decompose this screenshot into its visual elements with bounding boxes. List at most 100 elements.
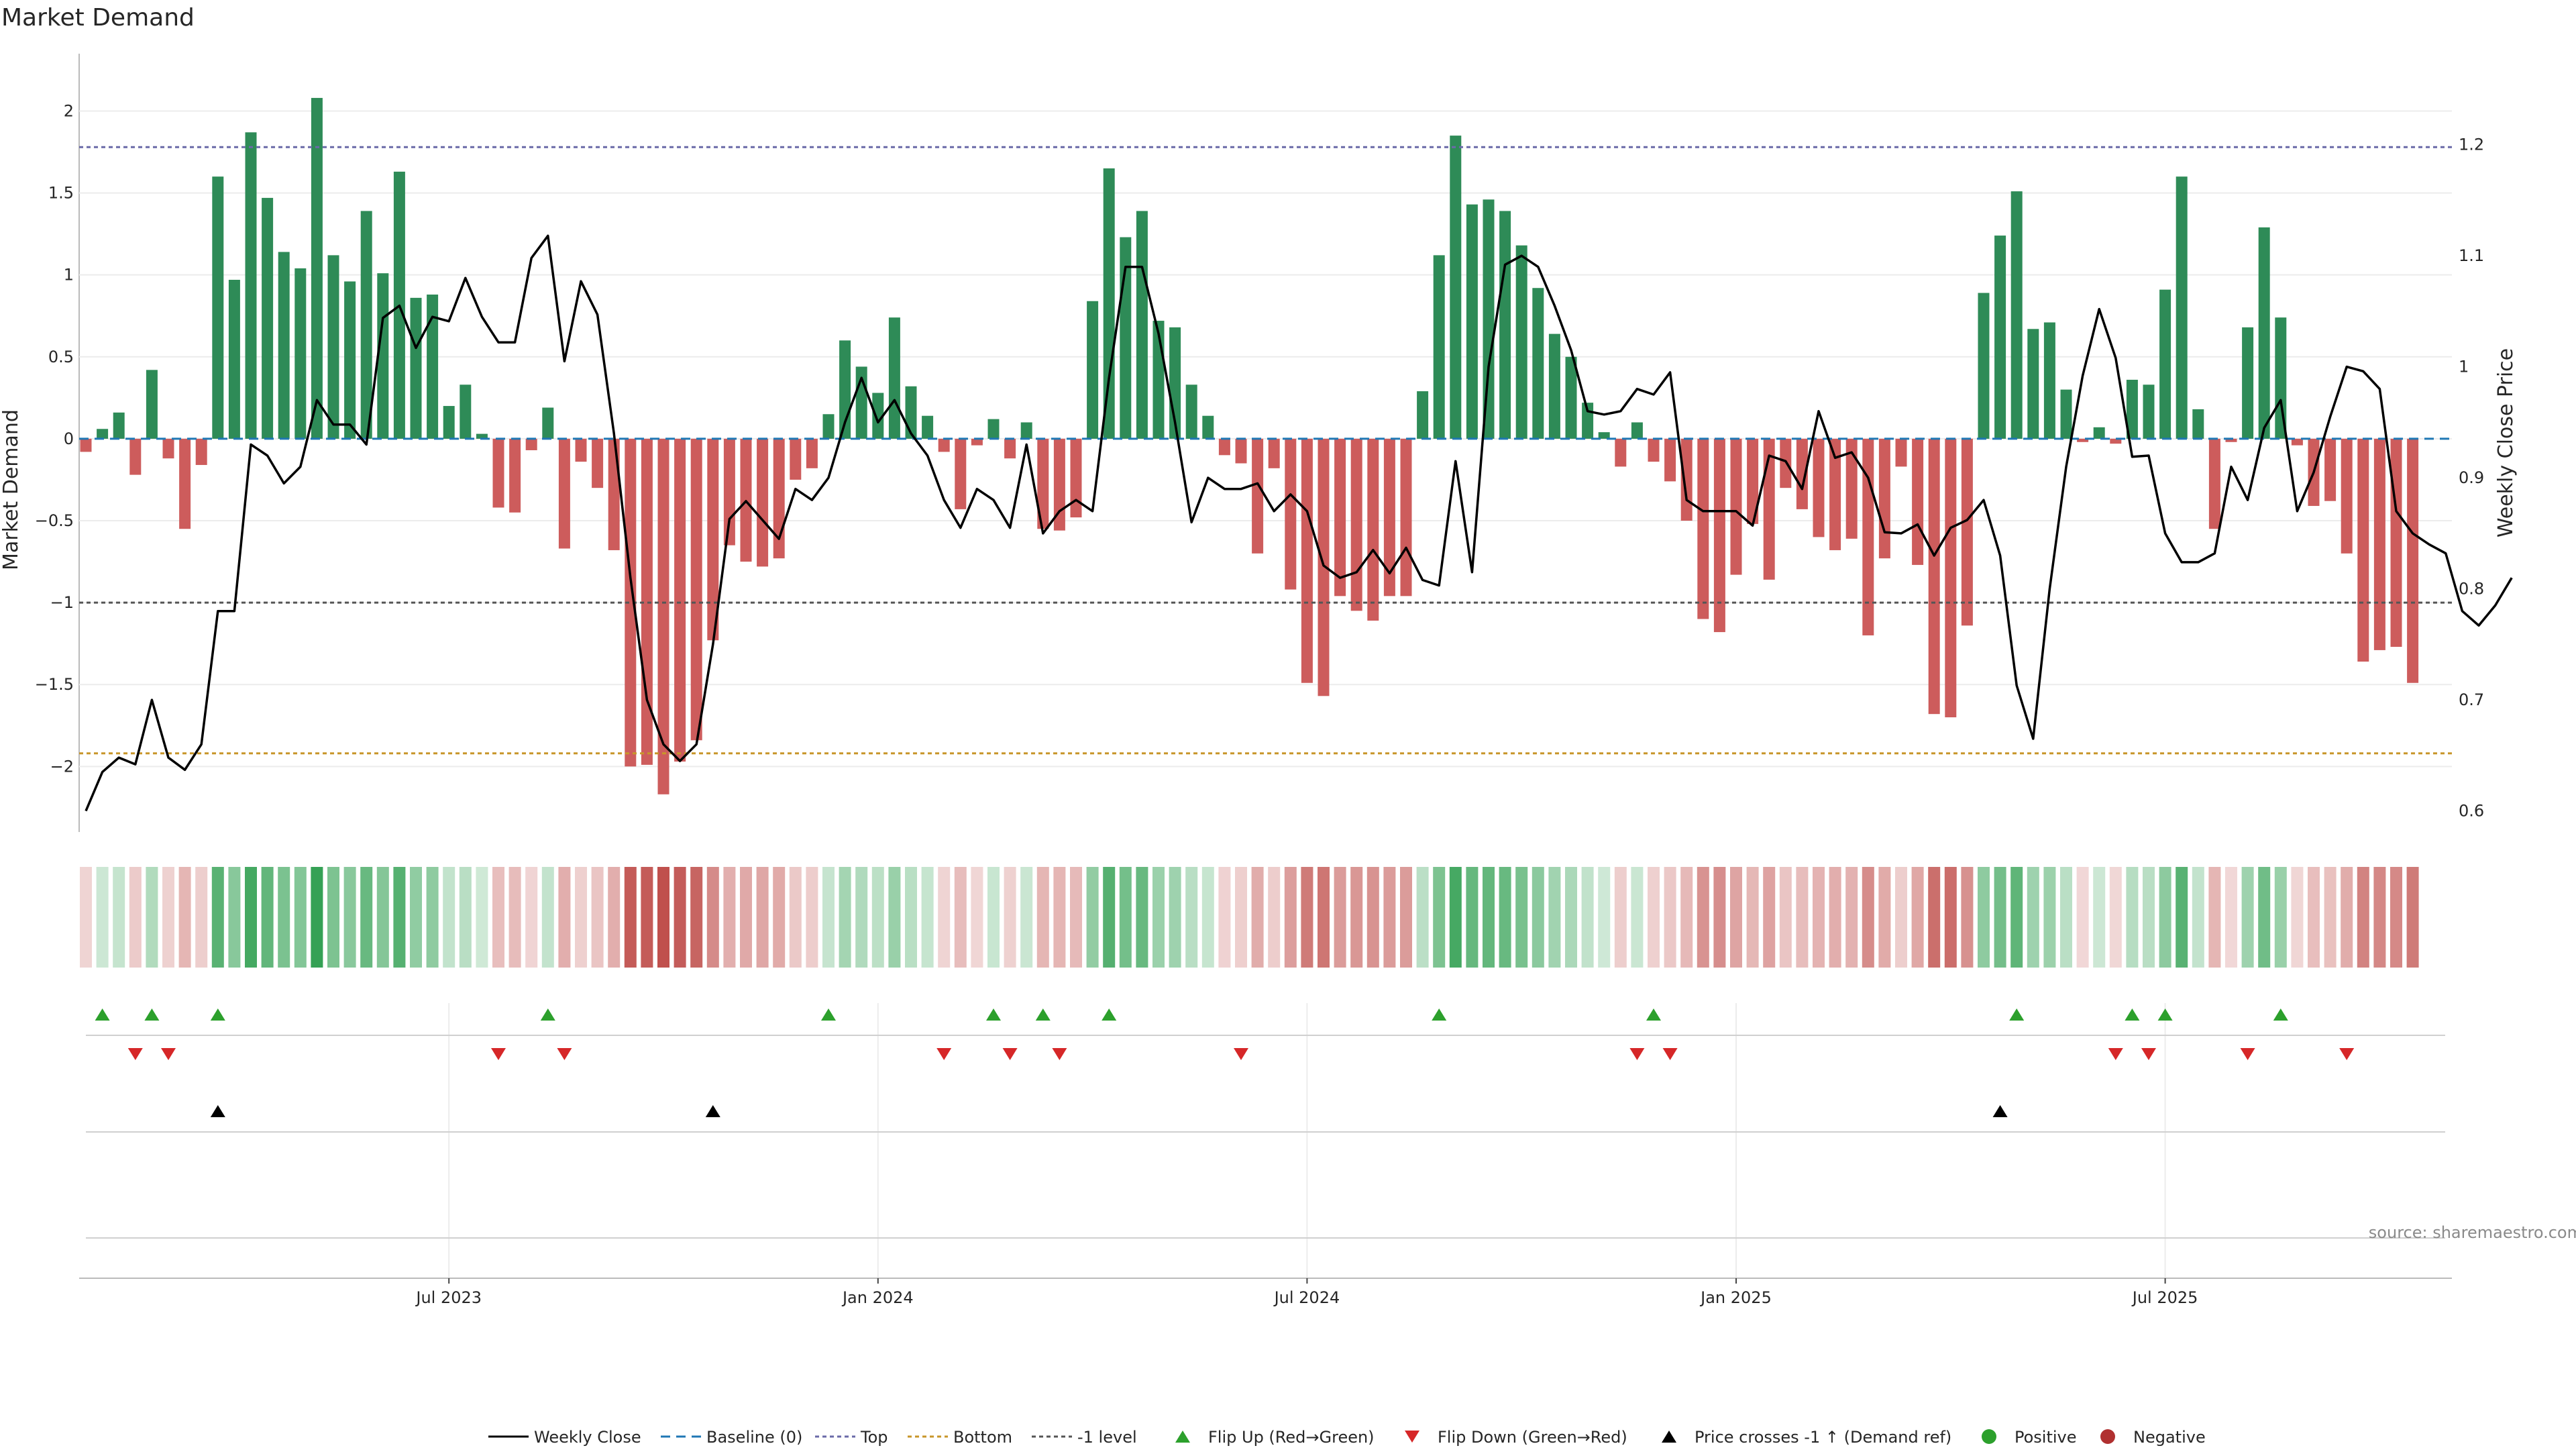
x-tick-label: Jul 2025	[2131, 1288, 2198, 1307]
demand-bar-positive	[2126, 379, 2138, 439]
heat-cell-positive	[2159, 867, 2171, 968]
demand-bar-positive	[245, 132, 257, 439]
demand-bar-positive	[1185, 384, 1197, 439]
demand-bar-negative	[1862, 438, 1874, 635]
legend-label: Price crosses -1 ↑ (Demand ref)	[1695, 1428, 1951, 1447]
flip-down-marker	[2240, 1048, 2255, 1060]
demand-bar-positive	[2143, 384, 2155, 439]
heat-cell-positive	[1466, 867, 1479, 968]
demand-bar-negative	[1301, 438, 1313, 683]
flip-up-marker	[144, 1008, 160, 1021]
heat-cell-positive	[393, 867, 406, 968]
demand-bar-negative	[129, 438, 142, 475]
heat-cell-negative	[1235, 867, 1247, 968]
demand-bar-positive	[2192, 409, 2204, 439]
demand-bar-negative	[625, 438, 637, 767]
heat-cell-negative	[1334, 867, 1346, 968]
demand-bar-negative	[955, 438, 967, 509]
heat-cell-negative	[1895, 867, 1907, 968]
x-tick-label: Jan 2025	[1699, 1288, 1772, 1307]
heat-cell-positive	[1598, 867, 1611, 968]
flip-up-marker	[1035, 1008, 1051, 1021]
demand-bar-negative	[1664, 438, 1676, 482]
demand-bar-negative	[1383, 438, 1395, 597]
heat-cell-positive	[1994, 867, 2006, 968]
demand-bar-negative	[1285, 438, 1297, 590]
heat-cell-negative	[773, 867, 786, 968]
legend-label: Negative	[2133, 1428, 2206, 1447]
demand-bar-negative	[2341, 438, 2353, 554]
heat-cell-negative	[624, 867, 637, 968]
heat-cell-negative	[129, 867, 142, 968]
demand-bar-positive	[1202, 415, 1214, 439]
demand-bar-positive	[476, 433, 488, 439]
demand-bar-negative	[2407, 438, 2419, 683]
demand-bar-positive	[1532, 288, 1544, 439]
heat-cell-positive	[327, 867, 339, 968]
heat-cell-positive	[343, 867, 356, 968]
heat-cell-negative	[1284, 867, 1297, 968]
heat-cell-positive	[1499, 867, 1511, 968]
demand-bar-negative	[806, 438, 818, 468]
demand-bar-negative	[723, 438, 735, 546]
demand-bar-positive	[1466, 204, 1478, 439]
y-tick-label: 2	[64, 101, 74, 120]
heat-cell-negative	[2390, 867, 2402, 968]
demand-bar-negative	[1945, 438, 1957, 718]
demand-bar-negative	[1680, 438, 1693, 521]
heat-cell-positive	[2192, 867, 2204, 968]
legend-triangle-down-swatch	[1405, 1431, 1419, 1443]
heat-cell-positive	[476, 867, 488, 968]
heat-cell-positive	[1433, 867, 1446, 968]
flip-down-marker	[1662, 1048, 1678, 1060]
heat-cell-negative	[657, 867, 669, 968]
demand-bar-positive	[1433, 255, 1445, 439]
y2-tick-label: 1	[2459, 358, 2469, 376]
legend-triangle-up-swatch	[1662, 1431, 1676, 1443]
demand-bar-negative	[1053, 438, 1065, 531]
flip-down-marker	[1052, 1048, 1067, 1060]
heat-cell-positive	[1119, 867, 1132, 968]
flip-down-marker	[1234, 1048, 1248, 1060]
demand-bar-negative	[2357, 438, 2369, 662]
heat-cell-negative	[1746, 867, 1759, 968]
y-tick-label: −0.5	[35, 511, 74, 530]
y-tick-label: 1	[64, 266, 74, 284]
heat-cell-negative	[1218, 867, 1231, 968]
heat-cell-positive	[360, 867, 373, 968]
heat-cell-negative	[2341, 867, 2353, 968]
heat-cell-negative	[492, 867, 504, 968]
legend-label: Baseline (0)	[706, 1428, 802, 1447]
demand-bar-negative	[525, 438, 537, 450]
heat-cell-negative	[1829, 867, 1841, 968]
demand-bar-positive	[2093, 427, 2105, 439]
demand-bar-positive	[294, 268, 307, 439]
heat-cell-positive	[541, 867, 554, 968]
demand-bar-negative	[1796, 438, 1808, 509]
legend-label: Top	[860, 1428, 888, 1447]
heat-cell-positive	[113, 867, 125, 968]
demand-bar-negative	[1730, 438, 1742, 575]
flip-down-marker	[491, 1048, 506, 1060]
demand-bar-negative	[1713, 438, 1725, 633]
demand-bar-positive	[922, 415, 934, 439]
demand-bar-negative	[1037, 438, 1049, 529]
heat-cell-negative	[641, 867, 653, 968]
heat-cell-positive	[294, 867, 307, 968]
heat-cell-negative	[1779, 867, 1792, 968]
demand-bar-positive	[212, 176, 224, 439]
heat-cell-positive	[1103, 867, 1116, 968]
heat-cell-positive	[855, 867, 868, 968]
demand-bar-positive	[360, 211, 372, 439]
heat-cell-negative	[1911, 867, 1924, 968]
demand-bar-positive	[2010, 191, 2023, 439]
heat-cell-negative	[1862, 867, 1874, 968]
heat-cell-negative	[1366, 867, 1379, 968]
heat-cell-negative	[2076, 867, 2089, 968]
heat-cell-negative	[1763, 867, 1776, 968]
heat-cell-positive	[1416, 867, 1429, 968]
heat-cell-negative	[2225, 867, 2237, 968]
heat-cell-positive	[2043, 867, 2056, 968]
heat-cell-negative	[2373, 867, 2386, 968]
